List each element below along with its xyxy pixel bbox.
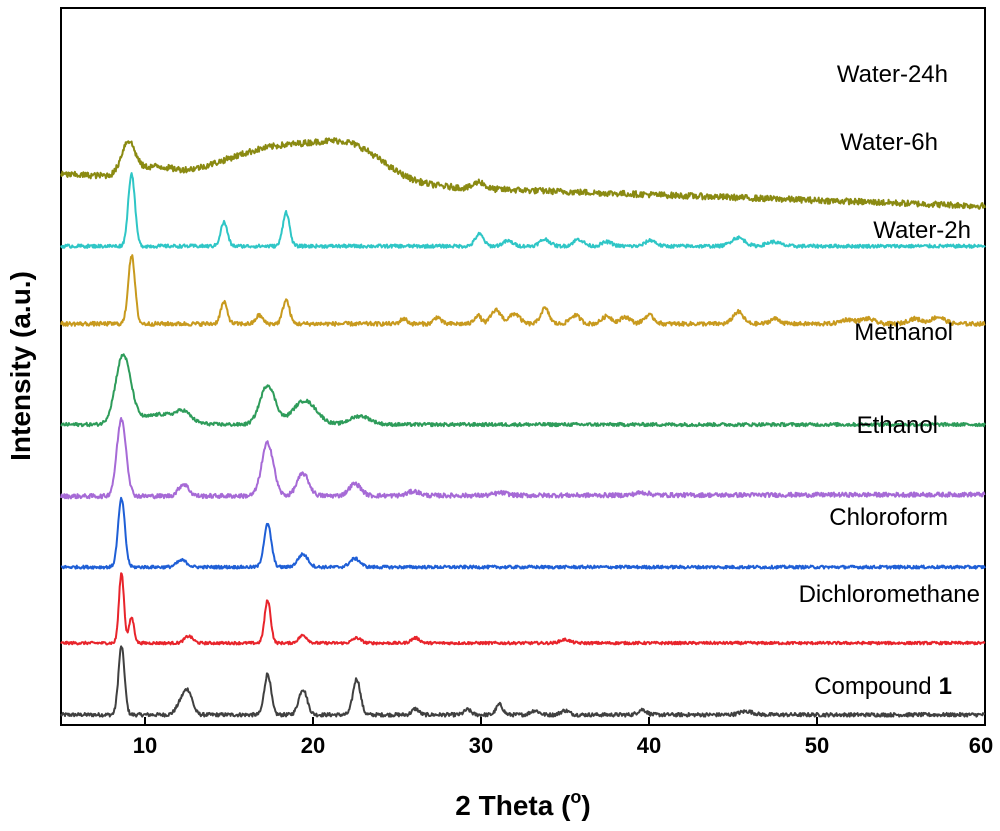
x-axis-title-main: 2 Theta ( [455, 790, 571, 821]
series-label-0: Compound 1 [814, 673, 952, 700]
y-axis-title: Intensity (a.u.) [5, 271, 36, 461]
x-axis-ticks: 10 20 30 40 50 60 [133, 717, 993, 758]
x-tick-label: 20 [301, 733, 325, 758]
series-line-7 [60, 137, 986, 210]
series-label-bold-suffix: 1 [939, 673, 952, 700]
series-label-1: Dichloromethane [799, 581, 980, 608]
series-line-6 [60, 172, 986, 249]
x-tick-label: 50 [805, 733, 829, 758]
series-label-name: Water-24h [837, 61, 948, 88]
series-label-6: Water-6h [840, 129, 938, 156]
series-labels: Compound 1 Dichloromethane Chloroform Ethano… [799, 61, 980, 700]
series-label-7: Water-24h [837, 61, 948, 88]
series-label-name: Ethanol [857, 412, 938, 439]
x-axis-title: 2 Theta (o) [455, 787, 590, 821]
series-label-2: Chloroform [829, 504, 948, 531]
series-line-0 [60, 645, 986, 718]
series-label-name: Compound [814, 673, 931, 700]
series-label-name: Methanol [854, 319, 953, 346]
x-tick-label: 60 [969, 733, 993, 758]
series-line-1 [60, 572, 986, 646]
x-axis-title-superscript: o [570, 787, 581, 807]
series-line-4 [60, 353, 986, 428]
x-tick-label: 10 [133, 733, 157, 758]
series-line-3 [60, 417, 986, 500]
series-label-4: Methanol [854, 319, 953, 346]
x-axis-title-close: ) [581, 790, 590, 821]
series-label-name: Water-2h [873, 217, 971, 244]
plot-frame [60, 7, 986, 726]
x-tick-label: 40 [637, 733, 661, 758]
series-label-name: Dichloromethane [799, 581, 980, 608]
series-label-3: Ethanol [857, 412, 938, 439]
series-group [60, 137, 986, 718]
series-label-5: Water-2h [873, 217, 971, 244]
series-label-name: Water-6h [840, 129, 938, 156]
x-tick-label: 30 [469, 733, 493, 758]
series-label-name: Chloroform [829, 504, 948, 531]
series-line-2 [60, 496, 986, 570]
series-line-5 [60, 254, 986, 327]
